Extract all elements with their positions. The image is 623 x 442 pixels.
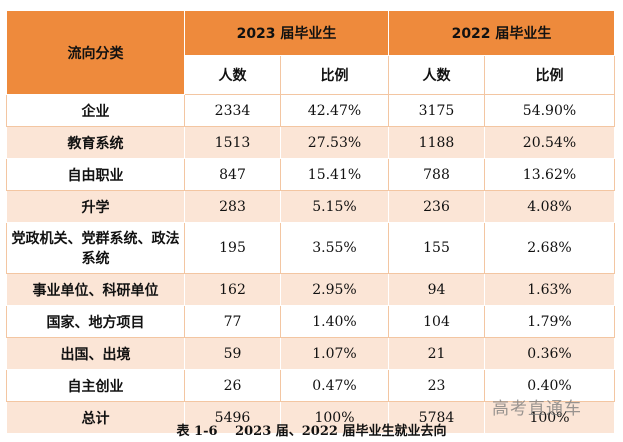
- employment-destination-table: 流向分类 2023 届毕业生 2022 届毕业生 人数 比例 人数 比例 企业 …: [6, 10, 615, 434]
- row-count-2022: 3175: [388, 94, 485, 127]
- header-category: 流向分类: [6, 10, 185, 95]
- subheader-count-2022: 人数: [388, 55, 485, 95]
- table-caption: 表 1-6 2023 届、2022 届毕业生就业去向: [176, 424, 447, 439]
- row-count-2023: 77: [184, 305, 281, 338]
- row-category: 事业单位、科研单位: [6, 273, 185, 306]
- table-row: 教育系统 1513 27.53% 1188 20.54%: [6, 126, 615, 159]
- row-category: 党政机关、党群系统、政法系统: [6, 222, 185, 274]
- row-category: 国家、地方项目: [6, 305, 185, 338]
- row-count-2023: 5496: [184, 401, 281, 434]
- table-row: 自由职业 847 15.41% 788 13.62%: [6, 158, 615, 191]
- row-ratio-2023: 42.47%: [280, 94, 389, 127]
- row-count-2022: 155: [388, 222, 485, 274]
- row-count-2023: 1513: [184, 126, 281, 159]
- watermark-text: 高考直通车: [492, 399, 582, 419]
- header-2023: 2023 届毕业生: [184, 10, 389, 56]
- subheader-count-2023: 人数: [184, 55, 281, 95]
- row-ratio-2023: 15.41%: [280, 158, 389, 191]
- subheader-ratio-2022: 比例: [484, 55, 615, 95]
- row-ratio-2023: 3.55%: [280, 222, 389, 274]
- row-count-2022: 23: [388, 369, 485, 402]
- row-ratio-2023: 1.40%: [280, 305, 389, 338]
- row-count-2022: 1188: [388, 126, 485, 159]
- row-count-2023: 162: [184, 273, 281, 306]
- row-count-2022: 236: [388, 190, 485, 223]
- subheader-ratio-2023: 比例: [280, 55, 389, 95]
- row-ratio-2022: 4.08%: [484, 190, 615, 223]
- table-row-total: 总计 5496 100% 5784 100%: [6, 401, 615, 434]
- row-category: 总计: [6, 401, 185, 434]
- row-category: 企业: [6, 94, 185, 127]
- row-count-2022: 104: [388, 305, 485, 338]
- row-ratio-2022: 20.54%: [484, 126, 615, 159]
- row-ratio-2023: 5.15%: [280, 190, 389, 223]
- row-ratio-2022: 1.63%: [484, 273, 615, 306]
- row-ratio-2022: 100%: [484, 401, 615, 434]
- row-ratio-2022: 1.79%: [484, 305, 615, 338]
- row-count-2022: 21: [388, 337, 485, 370]
- table-row: 自主创业 26 0.47% 23 0.40%: [6, 369, 615, 402]
- row-count-2022: 5784: [388, 401, 485, 434]
- row-ratio-2022: 0.36%: [484, 337, 615, 370]
- row-count-2023: 59: [184, 337, 281, 370]
- table-row: 国家、地方项目 77 1.40% 104 1.79%: [6, 305, 615, 338]
- row-ratio-2022: 0.40%: [484, 369, 615, 402]
- header-2022: 2022 届毕业生: [388, 10, 615, 56]
- row-category: 自主创业: [6, 369, 185, 402]
- employment-table-container: 流向分类 2023 届毕业生 2022 届毕业生 人数 比例 人数 比例 企业 …: [6, 10, 615, 434]
- row-count-2023: 2334: [184, 94, 281, 127]
- row-category: 出国、出境: [6, 337, 185, 370]
- row-category: 自由职业: [6, 158, 185, 191]
- table-row: 事业单位、科研单位 162 2.95% 94 1.63%: [6, 273, 615, 306]
- row-count-2023: 847: [184, 158, 281, 191]
- row-count-2023: 195: [184, 222, 281, 274]
- table-row: 企业 2334 42.47% 3175 54.90%: [6, 94, 615, 127]
- row-ratio-2023: 1.07%: [280, 337, 389, 370]
- row-ratio-2023: 27.53%: [280, 126, 389, 159]
- row-category: 升学: [6, 190, 185, 223]
- row-ratio-2023: 0.47%: [280, 369, 389, 402]
- table-row: 出国、出境 59 1.07% 21 0.36%: [6, 337, 615, 370]
- row-ratio-2022: 2.68%: [484, 222, 615, 274]
- row-ratio-2023: 2.95%: [280, 273, 389, 306]
- table-row: 党政机关、党群系统、政法系统 195 3.55% 155 2.68%: [6, 222, 615, 274]
- row-ratio-2023: 100%: [280, 401, 389, 434]
- row-count-2023: 283: [184, 190, 281, 223]
- row-ratio-2022: 54.90%: [484, 94, 615, 127]
- row-count-2023: 26: [184, 369, 281, 402]
- table-row: 升学 283 5.15% 236 4.08%: [6, 190, 615, 223]
- row-count-2022: 94: [388, 273, 485, 306]
- row-count-2022: 788: [388, 158, 485, 191]
- row-ratio-2022: 13.62%: [484, 158, 615, 191]
- row-category: 教育系统: [6, 126, 185, 159]
